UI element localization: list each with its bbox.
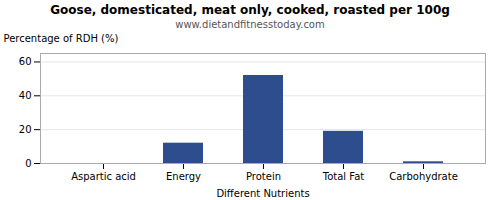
svg-text:Total Fat: Total Fat [322,171,364,182]
html-text:Goose, domesticated, meat only: Goose, domesticated, meat only, cooked, … [50,3,450,17]
svg-text:Percentage of RDH (%): Percentage of RDH (%) [4,33,119,44]
svg-text:20: 20 [19,124,32,135]
svg-text:Carbohydrate: Carbohydrate [389,171,458,182]
html-text:www.dietandfitnesstoday.com: www.dietandfitnesstoday.com [175,19,325,30]
svg-text:Energy: Energy [166,171,201,182]
svg-text:40: 40 [19,90,32,101]
svg-text:Aspartic acid: Aspartic acid [71,171,136,182]
svg-text:Different Nutrients: Different Nutrients [216,188,309,199]
svg-text:60: 60 [19,56,32,67]
svg-text:Protein: Protein [246,171,281,182]
svg-text:0: 0 [25,158,31,169]
